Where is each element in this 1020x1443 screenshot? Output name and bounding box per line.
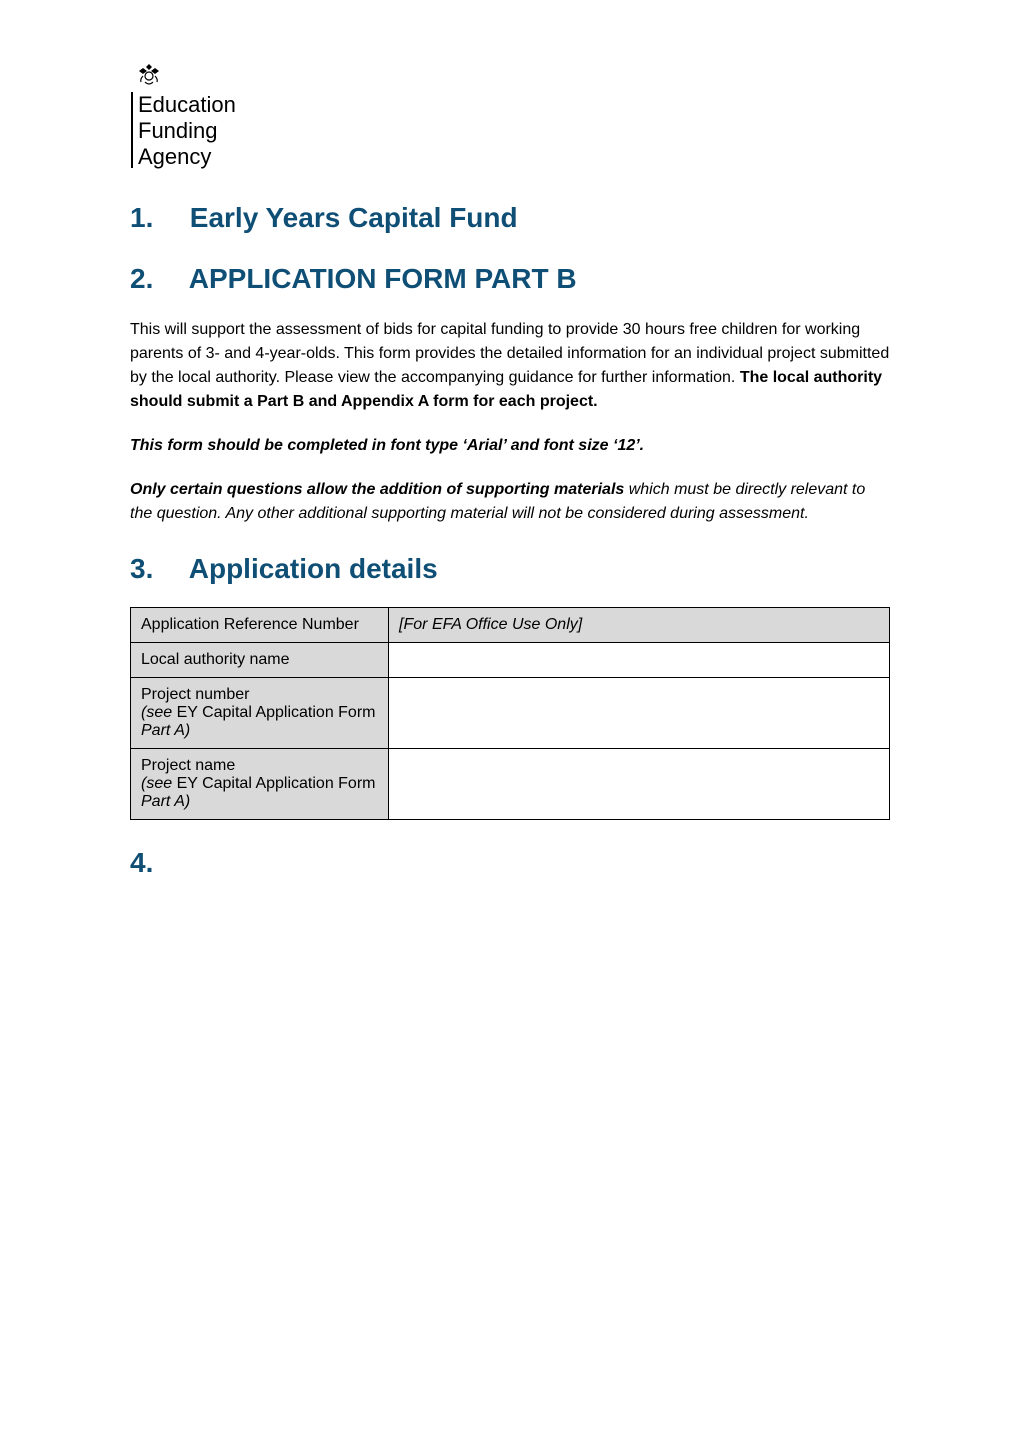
label-sub: (see EY Capital Application Form Part A) xyxy=(141,704,378,740)
heading-1: 1. Early Years Capital Fund xyxy=(130,200,890,236)
support-note: Only certain questions allow the additio… xyxy=(130,478,890,526)
heading-4: 4. xyxy=(130,845,890,881)
table-cell-value xyxy=(389,643,890,678)
logo-text-1: Education xyxy=(138,92,236,117)
table-row: Local authority name xyxy=(131,643,890,678)
font-note: This form should be completed in font ty… xyxy=(130,434,890,458)
heading-3-text: Application details xyxy=(189,553,438,584)
table-cell-value xyxy=(389,749,890,820)
intro-paragraph: This will support the assessment of bids… xyxy=(130,318,890,414)
page: Education Funding Agency 1. Early Years … xyxy=(0,0,1020,1443)
label-main: Project name xyxy=(141,757,378,775)
table-row: Application Reference Number [For EFA Off… xyxy=(131,608,890,643)
logo-text-3: Agency xyxy=(138,144,211,169)
table-row: Project number(see EY Capital Applicatio… xyxy=(131,678,890,749)
table-cell-value: [For EFA Office Use Only] xyxy=(389,608,890,643)
label-sub: (see EY Capital Application Form Part A) xyxy=(141,775,378,811)
table-cell-value xyxy=(389,678,890,749)
heading-2-text: APPLICATION FORM PART B xyxy=(189,263,577,294)
heading-1-num: 1. xyxy=(130,200,182,236)
table-cell-label: Project name(see EY Capital Application … xyxy=(131,749,389,820)
table-cell-label: Project number(see EY Capital Applicatio… xyxy=(131,678,389,749)
heading-4-num: 4. xyxy=(130,845,182,881)
heading-2: 2. APPLICATION FORM PART B xyxy=(130,261,890,297)
logo-text-2: Funding xyxy=(138,118,218,143)
table-cell-label: Local authority name xyxy=(131,643,389,678)
heading-3-num: 3. xyxy=(130,551,182,587)
label-main: Local authority name xyxy=(141,651,378,669)
heading-2-num: 2. xyxy=(130,261,182,297)
application-details-table: Application Reference Number [For EFA Off… xyxy=(130,607,890,820)
table-row: Project name(see EY Capital Application … xyxy=(131,749,890,820)
table-cell-label: Application Reference Number xyxy=(131,608,389,643)
label-main: Project number xyxy=(141,686,378,704)
support-bold: Only certain questions allow the additio… xyxy=(130,481,624,498)
heading-3: 3. Application details xyxy=(130,551,890,587)
efa-logo: Education Funding Agency xyxy=(130,60,890,170)
heading-1-text: Early Years Capital Fund xyxy=(190,202,518,233)
label-main: Application Reference Number xyxy=(141,616,378,634)
